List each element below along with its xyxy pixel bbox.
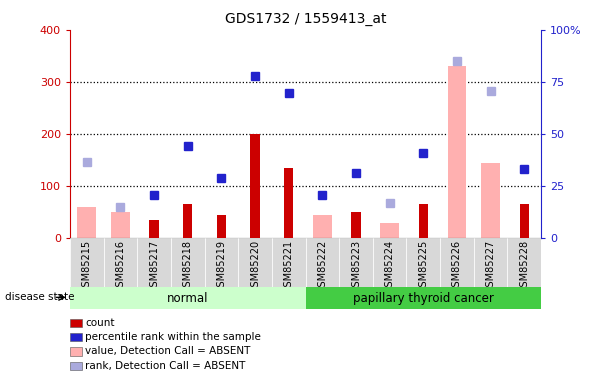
Bar (238, 30, 272, 238)
Bar (407, 30, 440, 238)
Bar (339, 30, 373, 238)
Text: GSM85219: GSM85219 (216, 240, 226, 292)
Bar (373, 30, 407, 238)
Bar (137, 238, 171, 287)
Bar (440, 238, 474, 287)
Bar (284, 168, 294, 238)
Bar (313, 215, 331, 238)
Bar (204, 238, 238, 287)
Text: GSM85227: GSM85227 (486, 240, 496, 293)
Bar (407, 238, 440, 287)
Bar (250, 134, 260, 238)
Bar (70, 30, 103, 238)
Bar (137, 30, 171, 238)
Bar (418, 204, 428, 238)
Bar (77, 207, 96, 238)
Bar (474, 30, 508, 238)
Text: GSM85217: GSM85217 (149, 240, 159, 293)
Text: GSM85224: GSM85224 (385, 240, 395, 293)
Bar (373, 238, 407, 287)
Text: papillary thyroid cancer: papillary thyroid cancer (353, 292, 494, 304)
Text: GSM85223: GSM85223 (351, 240, 361, 293)
Bar (171, 30, 204, 238)
Bar (103, 238, 137, 287)
Text: disease state: disease state (5, 292, 74, 302)
Text: rank, Detection Call = ABSENT: rank, Detection Call = ABSENT (85, 361, 246, 370)
Bar (508, 238, 541, 287)
Text: GSM85228: GSM85228 (519, 240, 530, 293)
Text: GSM85226: GSM85226 (452, 240, 462, 293)
Bar (70, 287, 305, 309)
Bar (103, 30, 137, 238)
Bar (447, 66, 466, 238)
Text: percentile rank within the sample: percentile rank within the sample (85, 332, 261, 342)
Bar (272, 238, 305, 287)
Bar (183, 204, 192, 238)
Bar (111, 212, 130, 238)
Bar (70, 238, 103, 287)
Text: GSM85221: GSM85221 (284, 240, 294, 293)
Text: GSM85222: GSM85222 (317, 240, 327, 293)
Bar (440, 30, 474, 238)
Bar (351, 212, 361, 238)
Title: GDS1732 / 1559413_at: GDS1732 / 1559413_at (225, 12, 386, 26)
Text: value, Detection Call = ABSENT: value, Detection Call = ABSENT (85, 346, 250, 356)
Text: GSM85225: GSM85225 (418, 240, 428, 293)
Bar (204, 30, 238, 238)
Text: normal: normal (167, 292, 209, 304)
Bar (339, 238, 373, 287)
Text: GSM85216: GSM85216 (116, 240, 125, 292)
Bar (238, 238, 272, 287)
Bar (272, 30, 305, 238)
Bar (171, 238, 204, 287)
Bar (482, 163, 500, 238)
Bar (305, 238, 339, 287)
Bar (508, 30, 541, 238)
Bar (474, 238, 508, 287)
Text: GSM85218: GSM85218 (183, 240, 193, 292)
Text: GSM85215: GSM85215 (81, 240, 92, 293)
Bar (381, 222, 399, 238)
Text: count: count (85, 318, 115, 328)
Bar (216, 215, 226, 238)
Bar (150, 220, 159, 238)
Bar (305, 287, 541, 309)
Bar (520, 204, 529, 238)
Text: GSM85220: GSM85220 (250, 240, 260, 293)
Bar (305, 30, 339, 238)
